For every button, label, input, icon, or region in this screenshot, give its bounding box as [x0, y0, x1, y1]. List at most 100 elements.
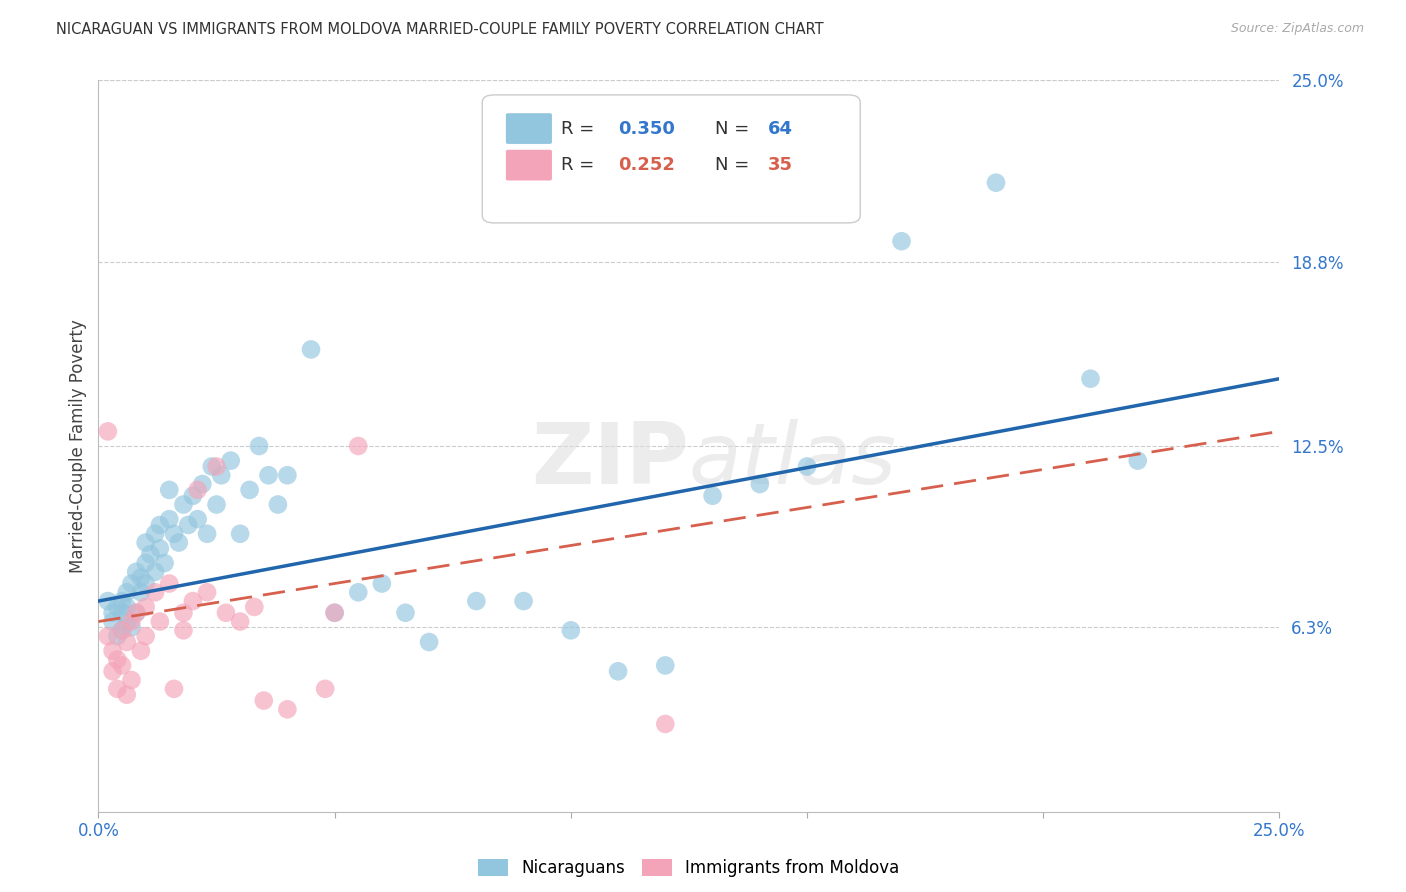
Point: [243, 599, 266, 614]
Legend: Nicaraguans, Immigrants from Moldova: Nicaraguans, Immigrants from Moldova: [471, 853, 907, 884]
Point: [163, 681, 186, 696]
Point: [149, 615, 172, 629]
Point: [101, 644, 124, 658]
Point: [654, 658, 676, 673]
Point: [215, 606, 238, 620]
Point: [177, 518, 200, 533]
Point: [101, 606, 124, 620]
Point: [172, 606, 194, 620]
Point: [111, 606, 134, 620]
Point: [229, 615, 252, 629]
Point: [105, 681, 128, 696]
Point: [371, 576, 394, 591]
Point: [394, 606, 416, 620]
Point: [135, 556, 157, 570]
Point: [512, 594, 534, 608]
Point: [139, 547, 162, 561]
Point: [111, 624, 134, 638]
Point: [347, 585, 370, 599]
Point: [121, 615, 143, 629]
Point: [323, 606, 346, 620]
Point: [239, 483, 262, 497]
Point: [984, 176, 1007, 190]
Point: [149, 541, 172, 556]
Point: [267, 498, 290, 512]
FancyBboxPatch shape: [482, 95, 860, 223]
Point: [205, 459, 228, 474]
Point: [654, 717, 676, 731]
Point: [111, 594, 134, 608]
Point: [115, 585, 138, 599]
Point: [172, 624, 194, 638]
Point: [163, 526, 186, 541]
Text: atlas: atlas: [689, 419, 897, 502]
Point: [205, 498, 228, 512]
Text: N =: N =: [714, 156, 755, 174]
Point: [97, 425, 120, 439]
Point: [105, 652, 128, 666]
Text: Source: ZipAtlas.com: Source: ZipAtlas.com: [1230, 22, 1364, 36]
Point: [143, 526, 166, 541]
Point: [129, 644, 152, 658]
Point: [1080, 372, 1102, 386]
Point: [135, 535, 157, 549]
Point: [253, 693, 276, 707]
FancyBboxPatch shape: [506, 150, 553, 180]
Point: [121, 673, 143, 687]
Point: [111, 624, 134, 638]
FancyBboxPatch shape: [506, 113, 553, 144]
Point: [276, 468, 298, 483]
Point: [201, 459, 224, 474]
Text: NICARAGUAN VS IMMIGRANTS FROM MOLDOVA MARRIED-COUPLE FAMILY POVERTY CORRELATION : NICARAGUAN VS IMMIGRANTS FROM MOLDOVA MA…: [56, 22, 824, 37]
Point: [129, 585, 152, 599]
Point: [187, 512, 209, 526]
Point: [195, 526, 218, 541]
Point: [125, 565, 148, 579]
Point: [143, 585, 166, 599]
Point: [323, 606, 346, 620]
Point: [105, 629, 128, 643]
Point: [121, 620, 143, 634]
Point: [187, 483, 209, 497]
Point: [97, 594, 120, 608]
Point: [702, 489, 724, 503]
Point: [125, 606, 148, 620]
Point: [219, 453, 242, 467]
Point: [172, 498, 194, 512]
Point: [181, 594, 204, 608]
Point: [105, 599, 128, 614]
Point: [115, 599, 138, 614]
Point: [135, 629, 157, 643]
Point: [299, 343, 322, 357]
Point: [143, 565, 166, 579]
Point: [748, 477, 770, 491]
Point: [209, 468, 232, 483]
Point: [1126, 453, 1149, 467]
Point: [157, 576, 180, 591]
Point: [157, 483, 180, 497]
Text: R =: R =: [561, 156, 600, 174]
Point: [796, 459, 818, 474]
Point: [135, 599, 157, 614]
Point: [121, 576, 143, 591]
Point: [229, 526, 252, 541]
Point: [157, 512, 180, 526]
Point: [115, 635, 138, 649]
Point: [153, 556, 176, 570]
Point: [181, 489, 204, 503]
Point: [560, 624, 582, 638]
Text: N =: N =: [714, 120, 755, 137]
Point: [195, 585, 218, 599]
Point: [149, 518, 172, 533]
Text: ZIP: ZIP: [531, 419, 689, 502]
Point: [257, 468, 280, 483]
Point: [101, 665, 124, 679]
Point: [607, 665, 630, 679]
Text: 64: 64: [768, 120, 793, 137]
Point: [125, 606, 148, 620]
Point: [111, 658, 134, 673]
Y-axis label: Married-Couple Family Poverty: Married-Couple Family Poverty: [69, 319, 87, 573]
Text: 35: 35: [768, 156, 793, 174]
Point: [97, 629, 120, 643]
Point: [890, 234, 912, 248]
